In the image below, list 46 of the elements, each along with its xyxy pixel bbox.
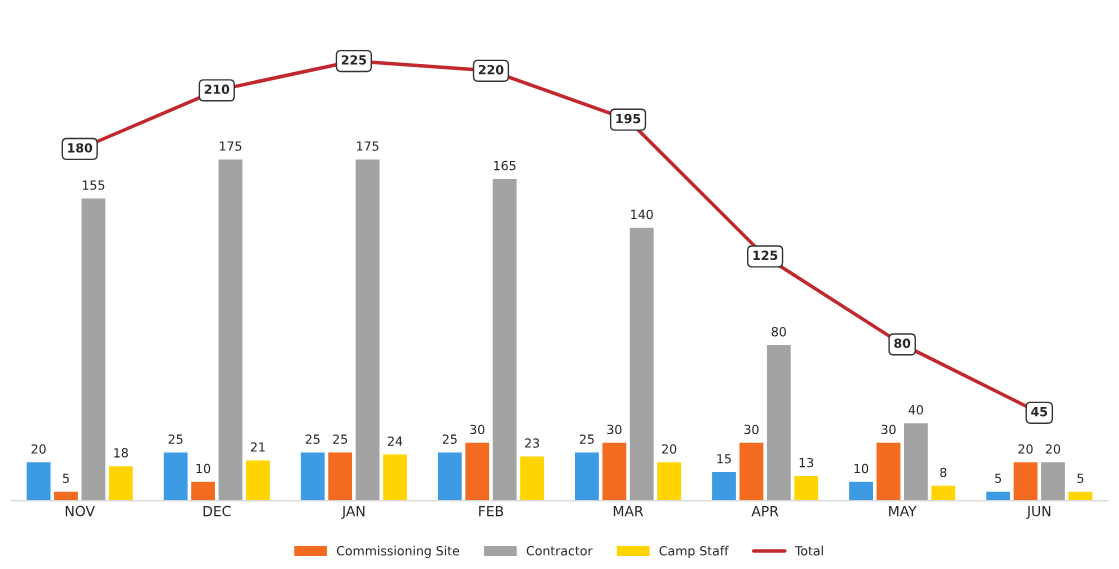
data-label: 25 (333, 434, 348, 444)
x-tick-label: FEB (479, 506, 504, 517)
data-label: 25 (442, 434, 457, 444)
x-tick-label: MAY (889, 506, 917, 517)
data-label: 80 (771, 326, 786, 337)
data-label: 25 (579, 434, 594, 444)
data-label: 30 (881, 424, 896, 435)
legend-label: Contractor (526, 546, 593, 556)
data-label: 175 (219, 141, 242, 151)
data-label: 20 (662, 444, 677, 454)
x-tick-label: MAR (613, 506, 644, 517)
x-tick-label: JUN (1026, 506, 1051, 519)
x-tick-label: JAN (341, 506, 365, 519)
x-tick-label: APR (751, 506, 779, 517)
data-label: 21 (250, 442, 265, 452)
data-label: 18 (114, 448, 128, 458)
data-label: 30 (607, 424, 622, 435)
data-label: 25 (168, 434, 183, 444)
data-label: 15 (717, 454, 731, 464)
data-label: 5 (995, 473, 1002, 483)
data-label: 80 (894, 338, 911, 349)
data-label: 25 (305, 434, 320, 444)
data-label: 40 (908, 405, 924, 415)
legend-label: Total (794, 545, 823, 556)
data-label: 45 (1031, 407, 1048, 417)
data-label: 30 (470, 424, 485, 435)
data-label: 175 (357, 141, 379, 151)
data-label: 5 (1077, 473, 1084, 483)
data-label: 23 (525, 438, 540, 448)
legend-label: Commissioning Site (336, 545, 460, 558)
data-label: 20 (1045, 444, 1061, 454)
data-label: 5 (63, 473, 69, 483)
legend-label: Camp Staff (659, 545, 729, 558)
data-label: 10 (196, 463, 211, 474)
data-label: 30 (744, 424, 759, 435)
data-label: 20 (31, 444, 46, 454)
data-label: 140 (631, 209, 653, 220)
x-tick-label: DEC (203, 505, 231, 517)
data-label: 13 (799, 457, 814, 468)
data-label: 20 (1018, 444, 1033, 454)
data-label: 165 (494, 160, 516, 171)
data-label: 155 (82, 180, 105, 190)
data-label: 10 (854, 463, 869, 474)
data-label: 24 (387, 436, 403, 446)
data-label: 8 (940, 467, 947, 478)
x-tick-label: NOV (65, 505, 95, 517)
